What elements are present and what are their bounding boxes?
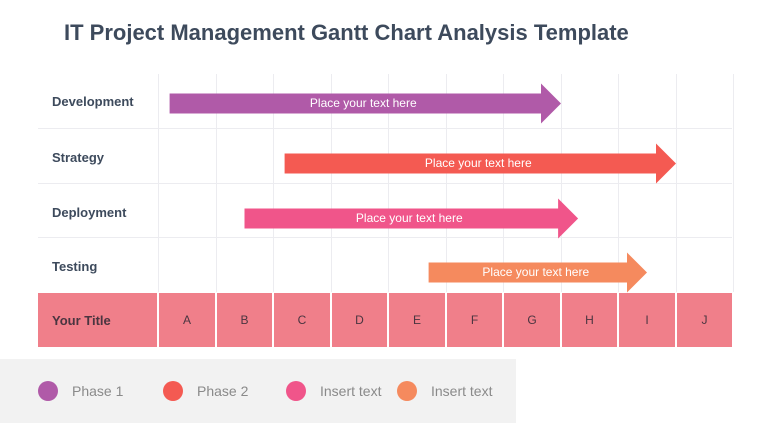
legend-dot-icon	[397, 381, 417, 401]
axis-column-cell: D	[332, 293, 387, 347]
page-title: IT Project Management Gantt Chart Analys…	[64, 20, 629, 45]
legend-dot-icon	[286, 381, 306, 401]
gantt-bar	[284, 143, 676, 184]
grid-vline	[733, 74, 734, 292]
legend: Phase 1 Phase 2 Insert text Insert text	[0, 359, 516, 423]
bar-label: Place your text here	[482, 264, 590, 279]
axis-column-cell: B	[217, 293, 272, 347]
grid-hline	[38, 237, 732, 238]
axis-column-cell: A	[159, 293, 215, 347]
row-label: Testing	[52, 258, 98, 274]
axis-column-cell: F	[447, 293, 502, 347]
legend-label: Phase 1	[72, 383, 124, 399]
legend-item: Insert text	[286, 359, 381, 423]
axis-title-cell: Your Title	[38, 293, 157, 347]
legend-label: Insert text	[431, 383, 493, 399]
gantt-bar	[428, 252, 647, 293]
row-label: Strategy	[52, 149, 105, 165]
legend-label: Phase 2	[197, 383, 249, 399]
legend-dot-icon	[163, 381, 183, 401]
bar-label: Place your text here	[309, 95, 417, 110]
legend-label: Insert text	[320, 383, 382, 399]
gantt-bar	[244, 198, 579, 239]
bar-label: Place your text here	[424, 155, 532, 170]
gantt-bar	[169, 83, 561, 124]
legend-dot-icon	[38, 381, 58, 401]
legend-item: Phase 2	[163, 359, 248, 423]
legend-item: Insert text	[397, 359, 492, 423]
axis-column-cell: H	[562, 293, 617, 347]
legend-item: Phase 1	[38, 359, 123, 423]
axis-column-cell: C	[274, 293, 330, 347]
axis-column-cell: I	[619, 293, 675, 347]
row-label: Development	[52, 93, 134, 109]
row-label: Deployment	[52, 204, 127, 220]
grid-hline	[38, 183, 732, 184]
axis-column-cell: J	[677, 293, 732, 347]
axis-column-cell: G	[504, 293, 560, 347]
axis-column-cell: E	[389, 293, 445, 347]
grid-hline	[38, 128, 732, 129]
bar-label: Place your text here	[355, 210, 463, 225]
